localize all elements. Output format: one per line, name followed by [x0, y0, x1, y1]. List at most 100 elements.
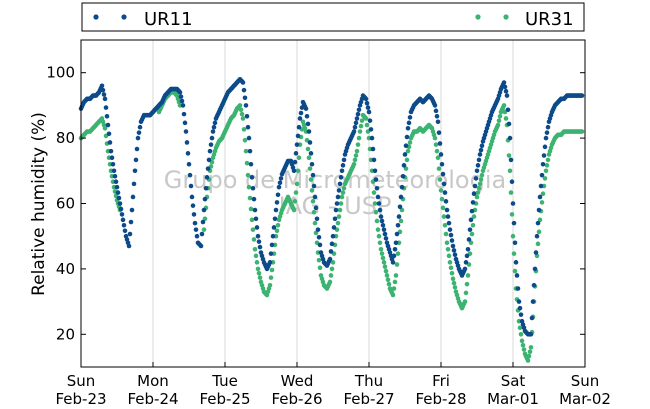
data-point-ur11: [535, 220, 541, 226]
data-point-ur11: [311, 183, 317, 189]
data-point-ur31: [256, 270, 262, 276]
data-point-ur31: [327, 279, 333, 285]
data-point-ur11: [113, 179, 119, 184]
data-point-ur11: [332, 216, 338, 222]
data-point-ur31: [375, 227, 381, 232]
data-point-ur11: [374, 185, 380, 191]
data-point-ur31: [241, 127, 247, 132]
data-point-ur11: [397, 204, 403, 210]
data-point-ur31: [463, 290, 469, 296]
data-point-ur11: [447, 227, 453, 232]
data-point-ur11: [117, 201, 123, 206]
data-point-ur11: [330, 233, 336, 239]
data-point-ur31: [451, 280, 457, 286]
data-point-ur31: [102, 125, 108, 131]
data-point-ur11: [462, 266, 468, 272]
data-point-ur11: [446, 220, 452, 226]
data-point-ur31: [201, 227, 207, 232]
data-point-ur31: [392, 279, 398, 285]
data-point-ur31: [448, 265, 454, 271]
data-point-ur11: [437, 141, 443, 146]
data-point-ur11: [353, 120, 359, 126]
data-point-ur11: [129, 207, 135, 213]
data-point-ur31: [446, 253, 452, 259]
data-point-ur31: [306, 155, 312, 161]
data-point-ur11: [468, 217, 474, 223]
data-point-ur11: [365, 105, 371, 110]
data-point-ur11: [445, 214, 451, 219]
data-point-ur11: [128, 219, 134, 225]
data-point-ur11: [444, 207, 450, 213]
data-point-ur31: [251, 237, 257, 242]
data-point-ur11: [435, 119, 441, 125]
data-point-ur31: [352, 157, 358, 163]
data-point-ur11: [533, 250, 539, 255]
data-point-ur31: [328, 273, 334, 278]
data-point-ur11: [183, 129, 189, 134]
data-point-ur11: [184, 140, 190, 145]
data-point-ur11: [308, 151, 314, 156]
data-point-ur31: [469, 231, 475, 237]
data-point-ur11: [371, 157, 377, 163]
data-point-ur11: [440, 171, 446, 177]
x-tick-label-date: Feb-26: [271, 390, 322, 408]
data-point-ur11: [203, 185, 209, 191]
legend-dot-ur11-b: [121, 14, 127, 20]
data-point-ur11: [105, 122, 111, 128]
data-point-ur11: [401, 163, 407, 168]
data-point-ur11: [504, 93, 510, 98]
data-point-ur11: [375, 194, 381, 200]
data-point-ur11: [297, 116, 303, 121]
data-point-ur31: [355, 142, 361, 147]
data-point-ur31: [305, 146, 311, 152]
data-point-ur11: [406, 120, 412, 126]
legend-label-ur31: UR31: [525, 9, 574, 30]
data-point-ur11: [340, 163, 346, 168]
data-point-ur31: [312, 220, 318, 226]
data-point-ur11: [100, 87, 106, 93]
data-point-ur11: [119, 212, 125, 217]
data-point-ur11: [179, 98, 185, 104]
y-tick-label: 20: [56, 325, 75, 343]
x-tick-label-day: Sun: [571, 372, 600, 390]
data-point-ur31: [501, 103, 507, 108]
data-point-ur31: [268, 275, 274, 280]
data-point-ur11: [104, 114, 110, 119]
data-point-ur11: [383, 236, 389, 241]
data-point-ur11: [539, 172, 545, 178]
data-point-ur11: [538, 183, 544, 189]
data-point-ur11: [333, 207, 339, 213]
data-point-ur31: [316, 257, 322, 263]
series-ur11-points: [78, 76, 585, 337]
data-point-ur11: [391, 253, 397, 259]
data-point-ur31: [527, 349, 533, 355]
data-point-ur31: [372, 201, 378, 206]
data-point-ur11: [451, 248, 457, 253]
data-point-ur11: [127, 231, 133, 237]
data-point-ur31: [291, 207, 297, 213]
data-point-ur11: [187, 172, 193, 178]
legend-label-ur11: UR11: [144, 9, 193, 30]
data-point-ur11: [367, 118, 373, 123]
data-point-ur31: [495, 122, 501, 128]
data-point-ur31: [545, 157, 551, 163]
data-point-ur11: [106, 131, 112, 137]
data-point-ur11: [476, 157, 482, 163]
data-point-ur31: [536, 229, 542, 235]
data-point-ur31: [464, 281, 470, 287]
data-point-ur11: [256, 239, 262, 244]
data-point-ur31: [437, 177, 443, 182]
data-point-ur31: [238, 107, 244, 113]
data-point-ur31: [394, 262, 400, 267]
data-point-ur31: [269, 267, 275, 273]
data-point-ur11: [293, 151, 299, 156]
data-point-ur31: [337, 207, 343, 213]
data-point-ur11: [501, 80, 507, 85]
data-point-ur31: [452, 285, 458, 290]
data-point-ur11: [99, 83, 105, 89]
data-point-ur11: [267, 260, 273, 265]
data-point-ur11: [201, 207, 207, 213]
data-point-ur31: [274, 228, 280, 234]
data-point-ur11: [245, 124, 251, 130]
